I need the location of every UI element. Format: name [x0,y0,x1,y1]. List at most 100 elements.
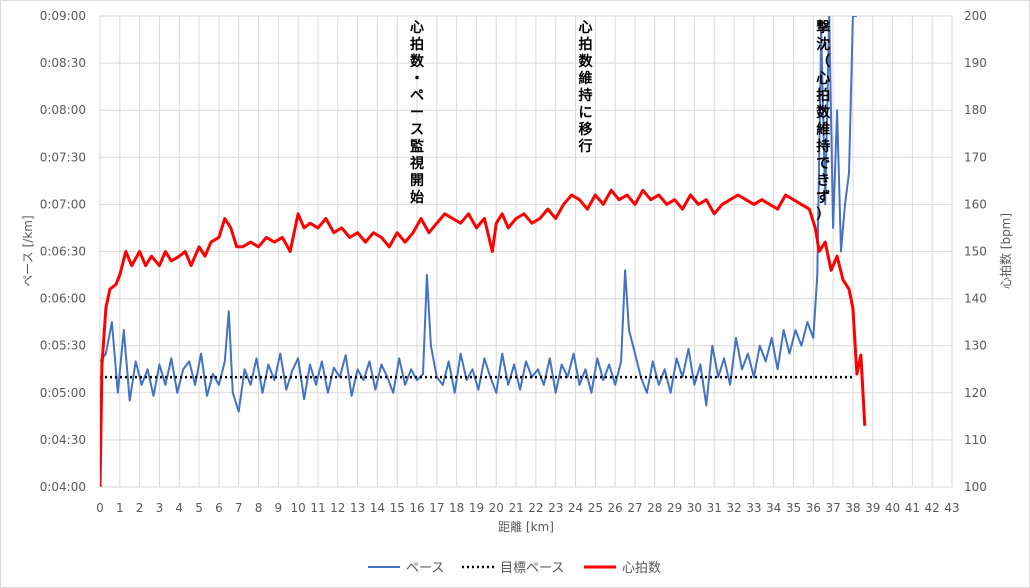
annotation-char: 撃 [816,19,830,36]
x-tick-label: 3 [156,501,164,515]
annotation-char: 数 [816,104,831,121]
annotation-char: 始 [410,189,424,206]
x-tick-label: 43 [944,501,959,515]
x-tick-label: 32 [726,501,741,515]
annotation-char: に [578,105,592,121]
series-lines [100,16,867,487]
x-axis-label: 距離 [km] [498,520,554,534]
annotation-char: 維 [816,121,830,138]
legend-label-pace: ペース [406,561,444,576]
x-tick-label: 23 [548,501,563,515]
annotation-char: 数 [578,53,593,70]
x-tick-label: 27 [627,501,642,515]
x-tick-label: 5 [195,501,203,515]
annotation-char: 視 [409,155,424,172]
legend-label-hr: 心拍数 [622,561,661,576]
annotation-char: 持 [578,87,592,104]
left-axis-label: ペース [/km] [21,215,35,286]
x-tick-label: 41 [905,501,920,515]
left-tick-label: 0:08:00 [40,103,86,117]
x-tick-label: 18 [449,501,464,515]
x-tick-label: 15 [390,501,405,515]
x-tick-label: 12 [330,501,345,515]
annotation-char: ペ [410,88,424,104]
x-tick-label: 26 [608,501,623,515]
legend-label-target: 目標ペース [500,561,564,576]
annotation-char: （ [816,54,830,70]
left-tick-label: 0:07:30 [40,150,86,164]
annotation-char: 沈 [816,36,830,53]
x-tick-label: 24 [568,501,583,515]
right-tick-label: 160 [964,197,987,211]
x-tick-label: 2 [136,501,144,515]
annotation-char: 心 [410,20,424,36]
annotation-char: ） [816,207,830,223]
right-tick-label: 180 [964,103,987,117]
annotation-char: 心 [578,20,592,36]
right-tick-label: 130 [964,339,987,353]
annotation-char: 監 [410,138,424,155]
annotation-char: ず [816,189,830,206]
right-tick-label: 150 [964,245,987,259]
annotation-char: 数 [410,53,425,70]
x-tick-label: 1 [116,501,124,515]
annotation-char: き [816,173,830,189]
left-tick-label: 0:04:30 [40,433,86,447]
annotation-char: で [816,156,830,172]
x-tick-label: 25 [588,501,603,515]
x-tick-label: 31 [707,501,722,515]
x-tick-label: 38 [845,501,860,515]
pace-line [100,16,857,413]
left-tick-label: 0:04:00 [40,480,86,494]
x-tick-label: 36 [806,501,821,515]
left-tick-label: 0:05:30 [40,339,86,353]
right-tick-label: 100 [964,480,987,494]
x-tick-label: 42 [925,501,940,515]
x-tick-label: 0 [96,501,104,515]
left-tick-label: 0:05:00 [40,386,86,400]
x-tick-label: 4 [175,501,183,515]
right-axis-label: 心拍数 [bpm] [998,213,1013,289]
x-tick-label: 21 [508,501,523,515]
x-tick-label: 20 [489,501,504,515]
x-tick-label: 17 [429,501,444,515]
annotation-char: ス [410,122,424,138]
x-tick-label: 35 [786,501,801,515]
x-tick-label: 8 [255,501,263,515]
annotation-char: 移 [578,121,592,138]
right-axis-ticks: 100 110 120 130 140 150 160 170 180 190 200 [964,9,987,494]
x-tick-label: 34 [766,501,781,515]
right-tick-label: 120 [964,386,987,400]
x-tick-label: 10 [290,501,305,515]
right-tick-label: 190 [964,56,987,70]
x-tick-label: 29 [667,501,682,515]
x-tick-label: 9 [275,501,283,515]
left-tick-label: 0:06:00 [40,292,86,306]
annotation-char: 行 [577,138,592,155]
annotation-char: ・ [410,71,424,87]
x-tick-label: 39 [865,501,880,515]
x-tick-label: 40 [885,501,900,515]
left-tick-label: 0:06:30 [40,245,86,259]
left-tick-label: 0:07:00 [40,197,86,211]
x-tick-label: 19 [469,501,484,515]
x-axis-ticks: 0 1 2 3 4 5 6 7 8 9 10 11 12 13 14 15 16 17 18 19 20 21 22 23 24… [96,501,959,515]
x-tick-label: 28 [647,501,662,515]
x-tick-label: 30 [687,501,702,515]
left-tick-label: 0:08:30 [40,56,86,70]
left-axis-ticks: 0:04:00 0:04:30 0:05:00 0:05:30 0:06:00 0:06:… [40,9,86,494]
x-tick-label: 16 [409,501,424,515]
annotation-char: 維 [578,70,592,87]
x-tick-label: 13 [350,501,365,515]
x-tick-label: 22 [528,501,543,515]
annotation-char: 拍 [816,87,830,104]
x-tick-label: 37 [825,501,840,515]
x-tick-label: 33 [746,501,761,515]
heart-rate-line [100,188,867,487]
annotation-char: 心 [816,71,830,87]
